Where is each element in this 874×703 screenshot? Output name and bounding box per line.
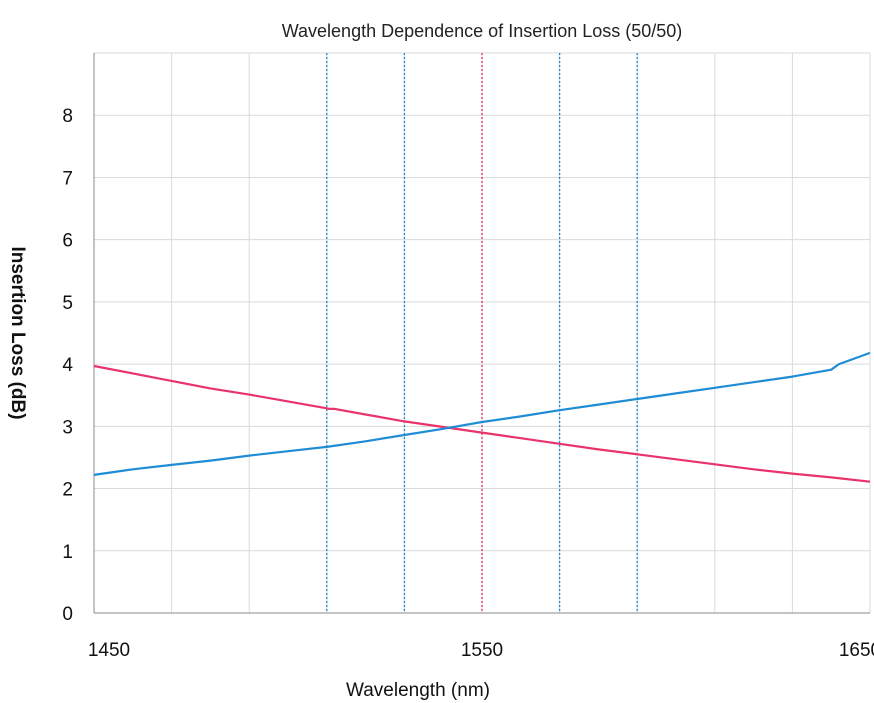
y-tick-label: 7 [62,168,73,189]
y-tick-label: 4 [62,355,73,376]
series-layer [93,351,871,483]
y-tick-label: 8 [62,106,73,127]
chart-title: Wavelength Dependence of Insertion Loss … [282,21,683,41]
y-axis-label: Insertion Loss (dB) [7,246,28,419]
x-tick-label: 1550 [461,640,503,661]
y-tick-label: 3 [62,417,73,438]
tick-labels: 0 1 2 3 4 5 6 7 8 1450 1550 1650 [62,106,874,661]
y-tick-label: 1 [62,542,73,563]
series-line-1 [93,364,871,483]
x-tick-label: 1450 [88,640,130,661]
y-tick-label: 0 [62,604,73,625]
series-line-2 [93,351,871,476]
reference-lines [326,53,638,613]
y-tick-label: 5 [62,293,73,314]
x-tick-label: 1650 [839,640,874,661]
x-axis-label: Wavelength (nm) [346,680,490,701]
y-tick-label: 2 [62,480,73,501]
y-tick-label: 6 [62,231,73,252]
